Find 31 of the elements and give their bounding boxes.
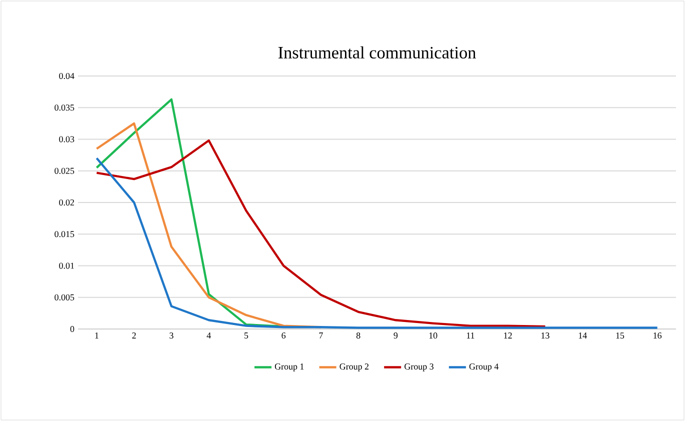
x-tick-label: 4 [206, 332, 211, 338]
x-tick-label: 1 [95, 332, 98, 338]
x-tick-label: 9 [394, 332, 398, 339]
y-tick-label: 0.025 [54, 168, 74, 174]
x-tick-label: 12 [504, 332, 512, 338]
x-tick-label: 8 [356, 332, 360, 339]
y-tick-label: 0.03 [59, 136, 74, 142]
x-tick-label: 2 [132, 332, 136, 338]
chart-title: Instrumental communication [278, 46, 476, 59]
legend-label: Group 3 [404, 364, 434, 372]
y-tick-label: 0.035 [54, 104, 74, 111]
legend-label: Group 2 [340, 364, 368, 372]
x-tick-label: 3 [170, 332, 174, 339]
y-tick-label: 0.01 [59, 262, 74, 269]
y-tick-label: 0.005 [54, 294, 74, 300]
x-tick-label: 16 [654, 332, 662, 339]
x-tick-label: 7 [319, 332, 323, 338]
x-tick-label: 5 [244, 332, 248, 338]
legend-label: Group 4 [469, 364, 499, 372]
y-tick-label: 0.04 [59, 72, 74, 80]
legend-label: Group 1 [274, 364, 304, 372]
y-tick-label: 0.02 [59, 199, 74, 206]
y-tick-label: 0 [70, 326, 74, 332]
x-tick-label: 15 [616, 332, 624, 339]
x-tick-label: 11 [466, 332, 474, 338]
line-series [96, 139, 546, 328]
x-tick-label: 13 [541, 332, 550, 339]
x-tick-label: 14 [578, 332, 587, 338]
x-tick-label: 10 [429, 332, 438, 339]
y-tick-label: 0.015 [54, 231, 74, 238]
x-tick-label: 6 [282, 332, 286, 339]
